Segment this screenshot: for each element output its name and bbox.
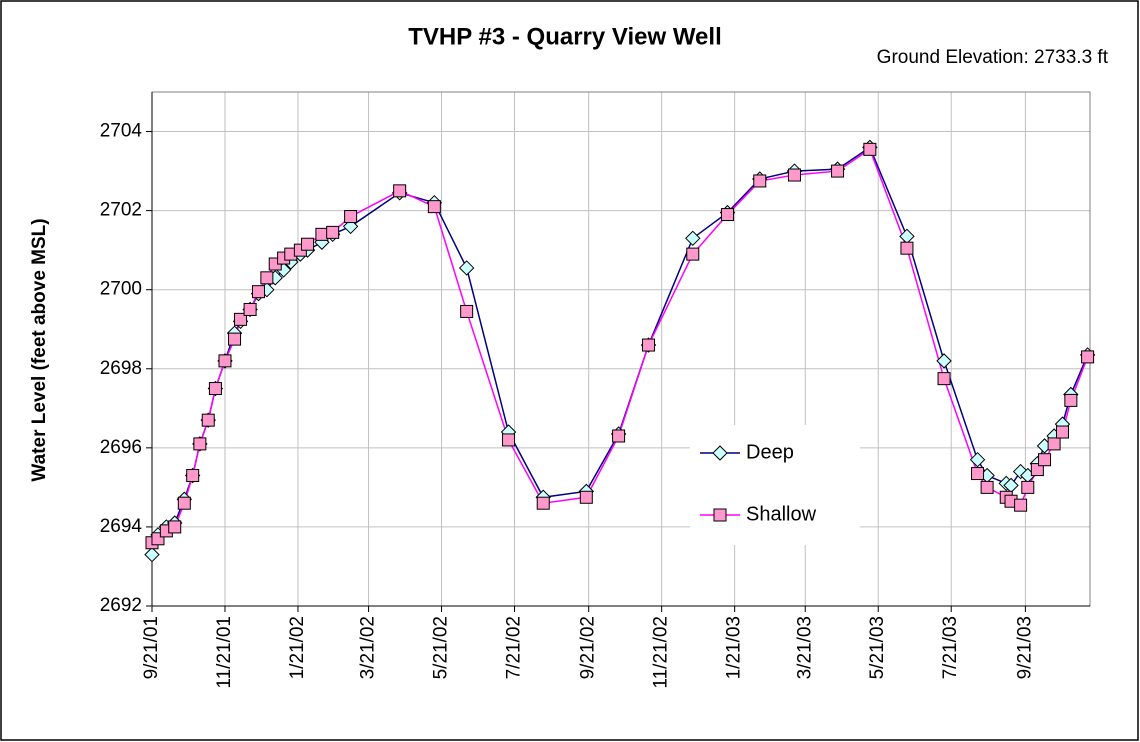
data-point bbox=[969, 452, 986, 468]
data-point bbox=[1081, 350, 1095, 364]
x-tick-label: 3/21/03 bbox=[794, 616, 815, 679]
y-tick-label: 2692 bbox=[100, 595, 142, 616]
data-point bbox=[1014, 498, 1028, 512]
data-point bbox=[612, 429, 626, 443]
x-tick-label: 1/21/03 bbox=[724, 616, 745, 679]
data-point bbox=[936, 353, 952, 369]
annotation: Ground Elevation: 2733.3 ft bbox=[877, 47, 1109, 68]
x-tick-label: 5/21/03 bbox=[867, 616, 888, 679]
data-point bbox=[228, 332, 242, 346]
data-point bbox=[1055, 425, 1069, 439]
data-point bbox=[831, 164, 845, 178]
data-point bbox=[685, 230, 701, 246]
data-point bbox=[642, 338, 656, 352]
data-point bbox=[971, 467, 985, 481]
data-point bbox=[1021, 480, 1035, 494]
data-point bbox=[1012, 463, 1029, 480]
data-point bbox=[315, 227, 329, 241]
data-point bbox=[980, 480, 994, 494]
y-tick-label: 2694 bbox=[100, 516, 143, 537]
x-tick-label: 9/21/02 bbox=[578, 616, 599, 679]
x-tick-label: 11/21/02 bbox=[651, 616, 672, 689]
data-point bbox=[536, 496, 550, 510]
data-point bbox=[937, 372, 951, 386]
x-tick-label: 9/21/03 bbox=[1014, 616, 1035, 679]
data-point bbox=[251, 285, 265, 299]
data-point bbox=[208, 382, 222, 396]
data-point bbox=[427, 200, 441, 214]
data-point bbox=[900, 241, 914, 255]
data-point bbox=[1047, 437, 1061, 451]
data-point bbox=[720, 208, 734, 222]
chart-title: TVHP #3 - Quarry View Well bbox=[408, 23, 721, 50]
data-point bbox=[168, 520, 182, 534]
data-point bbox=[260, 271, 274, 285]
y-axis-label: Water Level (feet above MSL) bbox=[29, 218, 50, 481]
data-point bbox=[344, 210, 358, 224]
y-tick-label: 2704 bbox=[100, 121, 143, 142]
data-point bbox=[186, 469, 200, 483]
data-point bbox=[301, 237, 315, 251]
y-tick-label: 2700 bbox=[100, 279, 142, 300]
data-point bbox=[753, 174, 767, 188]
data-point bbox=[144, 546, 160, 563]
data-point bbox=[201, 413, 215, 427]
legend-marker bbox=[713, 508, 727, 522]
x-tick-label: 1/21/02 bbox=[287, 616, 308, 679]
data-point bbox=[458, 260, 475, 276]
x-tick-label: 11/21/01 bbox=[214, 616, 235, 689]
legend-label: Shallow bbox=[746, 503, 817, 525]
data-point bbox=[686, 247, 700, 261]
y-tick-label: 2702 bbox=[100, 200, 142, 221]
x-tick-label: 5/21/02 bbox=[431, 616, 452, 679]
data-point bbox=[234, 312, 248, 326]
data-point bbox=[218, 354, 232, 368]
data-point bbox=[326, 225, 340, 239]
plot-area bbox=[152, 92, 1090, 606]
data-point bbox=[460, 304, 474, 318]
data-point bbox=[177, 496, 191, 510]
y-tick-label: 2698 bbox=[100, 358, 142, 379]
data-point bbox=[1030, 463, 1044, 477]
data-point bbox=[193, 437, 207, 451]
legend-label: Deep bbox=[746, 441, 794, 463]
data-point bbox=[502, 433, 516, 447]
legend: Deep Shallow bbox=[690, 425, 860, 545]
data-point bbox=[1064, 393, 1078, 407]
data-point bbox=[863, 142, 877, 156]
data-point bbox=[787, 168, 801, 182]
data-point bbox=[579, 490, 593, 504]
x-tick-label: 3/21/02 bbox=[358, 616, 379, 679]
data-point bbox=[393, 184, 407, 198]
y-tick-label: 2696 bbox=[100, 437, 142, 458]
data-point bbox=[243, 302, 257, 316]
legend-marker bbox=[712, 445, 728, 461]
data-point bbox=[1038, 453, 1052, 467]
legend-box bbox=[690, 425, 860, 545]
x-tick-label: 7/21/03 bbox=[940, 616, 961, 679]
x-tick-label: 7/21/02 bbox=[504, 616, 525, 679]
x-tick-label: 9/21/01 bbox=[141, 616, 162, 679]
